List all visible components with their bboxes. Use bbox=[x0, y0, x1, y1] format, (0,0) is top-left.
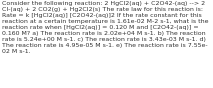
Text: Consider the following reaction: 2 HgCl2(aq) + C2O42-(aq) --> 2
Cl-(aq) + 2 CO2(: Consider the following reaction: 2 HgCl2… bbox=[2, 1, 209, 54]
